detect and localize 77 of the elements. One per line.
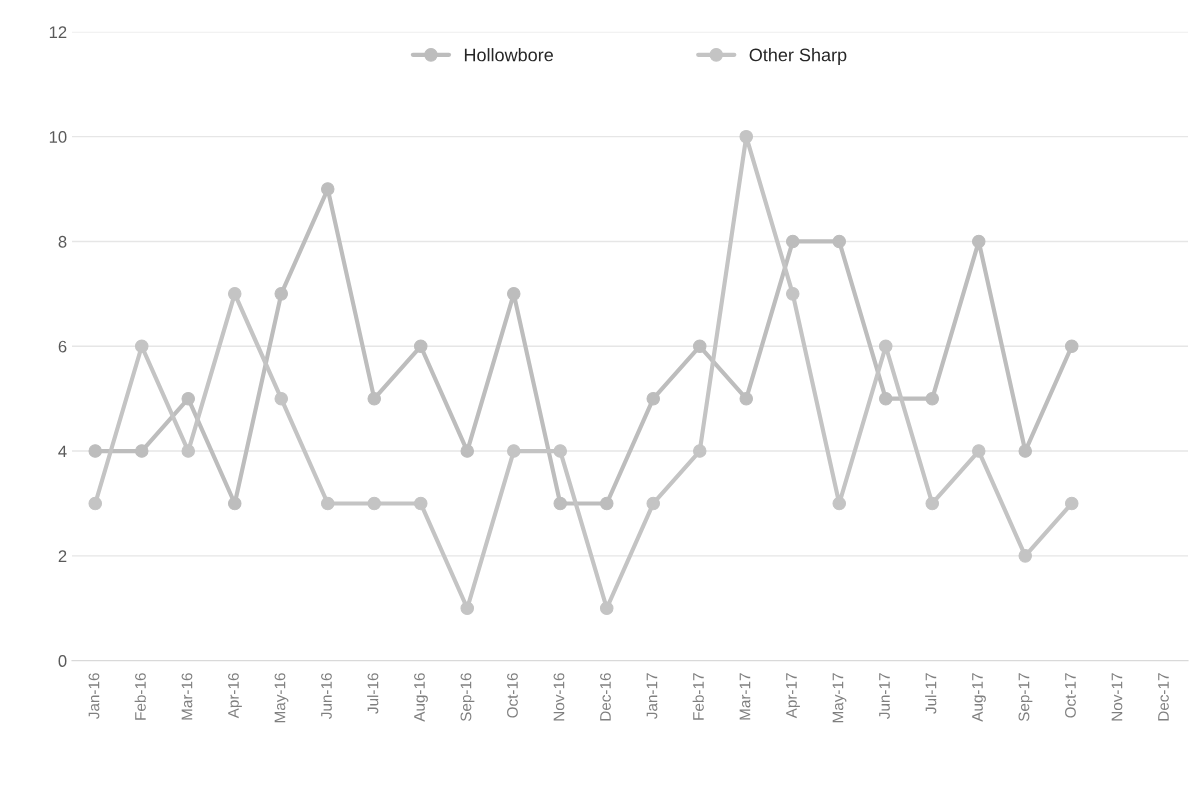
point — [553, 496, 568, 511]
point — [646, 496, 661, 511]
point — [785, 287, 800, 301]
point — [832, 496, 847, 511]
point — [227, 496, 242, 511]
y-tick-label: 12 — [49, 26, 67, 38]
x-tick-label: Sep-17 — [1018, 673, 1033, 722]
point — [971, 444, 986, 458]
point — [646, 391, 661, 406]
point — [134, 444, 149, 458]
point — [506, 287, 521, 301]
x-tick-label: Mar-17 — [739, 673, 751, 720]
x-tick-label: Jul-17 — [925, 673, 937, 714]
point — [460, 444, 475, 458]
point — [181, 391, 196, 406]
x-tick-label: Dec-16 — [600, 673, 611, 721]
point — [739, 129, 754, 144]
point — [274, 287, 289, 301]
y-tick-label: 10 — [49, 131, 67, 143]
x-tick-label: Jan-16 — [88, 673, 100, 719]
point — [692, 339, 707, 354]
legend-label: Other Sharp — [749, 48, 847, 65]
x-tick-label: Feb-17 — [692, 673, 704, 720]
y-tick-label: 0 — [58, 655, 67, 667]
point — [413, 496, 428, 511]
point — [460, 601, 475, 616]
point — [692, 444, 707, 458]
x-tick-label: Oct-16 — [507, 673, 518, 718]
point — [971, 234, 986, 249]
point — [134, 339, 149, 354]
x-tick-label: Aug-17 — [972, 673, 986, 722]
x-tick-label: Jan-17 — [646, 673, 658, 719]
point — [599, 601, 614, 616]
point — [878, 391, 893, 406]
x-tick-label: May-17 — [832, 673, 847, 723]
x-tick-label: Apr-16 — [228, 673, 242, 719]
point — [785, 234, 800, 249]
x-tick-label: Aug-16 — [414, 673, 428, 722]
x-tick-label: Apr-17 — [786, 673, 800, 719]
x-tick-label: Feb-16 — [134, 673, 146, 720]
point — [739, 391, 754, 406]
x-tick-label: Mar-16 — [181, 673, 193, 720]
point — [413, 339, 428, 354]
point — [227, 287, 242, 301]
x-tick-label: Oct-17 — [1065, 673, 1076, 718]
point — [506, 444, 521, 458]
point — [181, 444, 196, 458]
point — [599, 496, 614, 511]
point — [1018, 444, 1033, 458]
x-tick-label: May-16 — [274, 673, 289, 723]
point — [274, 391, 289, 406]
y-tick-label: 6 — [58, 340, 67, 353]
x-tick-label: Jun-17 — [879, 673, 890, 719]
x-tick-label: Nov-16 — [553, 673, 565, 721]
point — [88, 496, 103, 511]
x-tick-label: Jun-16 — [321, 673, 332, 719]
y-tick-label: 4 — [58, 445, 67, 458]
point — [320, 496, 335, 511]
x-tick-label: Dec-17 — [1158, 673, 1169, 721]
point — [367, 391, 382, 406]
x-tick-label: Jul-16 — [367, 673, 379, 714]
point — [320, 182, 335, 196]
point — [925, 391, 940, 406]
y-tick-label: 8 — [58, 235, 67, 248]
x-tick-label: Sep-16 — [460, 673, 475, 722]
point — [367, 496, 382, 511]
point — [1064, 339, 1079, 354]
point — [88, 444, 103, 458]
legend-label: Hollowbore — [464, 48, 553, 62]
point — [553, 444, 568, 458]
point — [878, 339, 893, 354]
point — [832, 234, 847, 249]
point — [1018, 549, 1033, 563]
y-tick-label: 2 — [58, 550, 67, 562]
x-tick-label: Nov-17 — [1111, 673, 1123, 721]
point — [1064, 496, 1079, 511]
point — [925, 496, 940, 511]
